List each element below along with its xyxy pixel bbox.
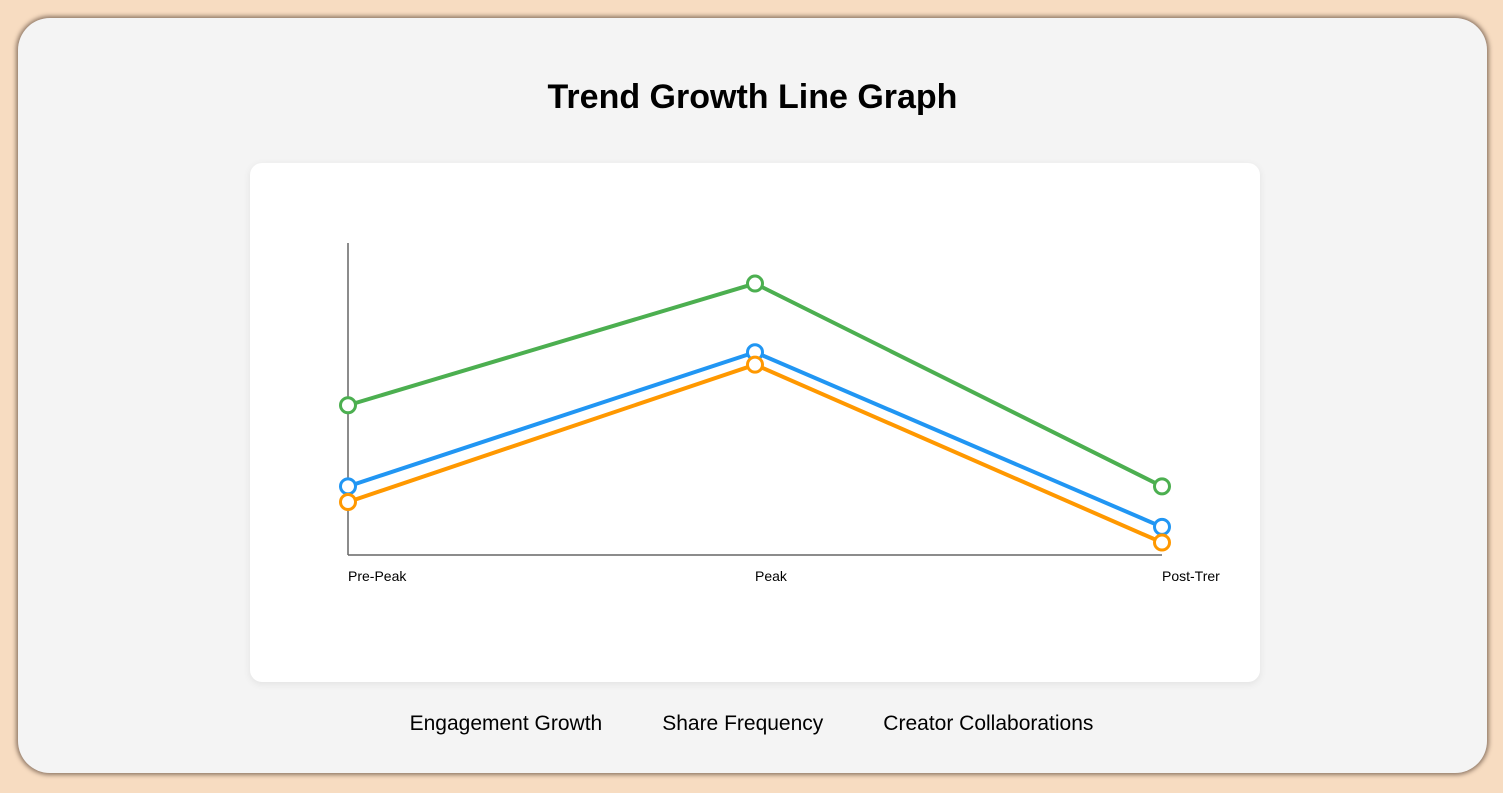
legend-item-share-frequency[interactable]: Share Frequency bbox=[662, 712, 824, 735]
series-line-engagement-growth bbox=[347, 350, 1163, 529]
chart-card bbox=[250, 163, 1260, 682]
data-point-creator-collaborations bbox=[746, 274, 764, 293]
data-point-creator-collaborations bbox=[339, 396, 357, 415]
x-tick-label: Pre-Peak bbox=[348, 568, 407, 584]
data-point-engagement-growth bbox=[339, 477, 357, 496]
page-title: Trend Growth Line Graph bbox=[547, 78, 958, 116]
series-line-creator-collaborations bbox=[347, 281, 1163, 489]
data-point-engagement-growth bbox=[1153, 517, 1171, 536]
x-tick-label: Post-Trer bbox=[1162, 568, 1220, 584]
data-point-share-frequency bbox=[1153, 533, 1171, 552]
data-point-creator-collaborations bbox=[1153, 477, 1171, 496]
data-point-share-frequency bbox=[746, 355, 764, 374]
legend-item-creator-collaborations[interactable]: Creator Collaborations bbox=[883, 712, 1094, 735]
series-line-share-frequency bbox=[347, 362, 1163, 545]
data-point-share-frequency bbox=[339, 492, 357, 511]
legend-item-engagement-growth[interactable]: Engagement Growth bbox=[409, 712, 603, 735]
x-tick-label: Peak bbox=[755, 568, 788, 584]
legend: Engagement Growth Share Frequency Creato… bbox=[0, 712, 1503, 736]
